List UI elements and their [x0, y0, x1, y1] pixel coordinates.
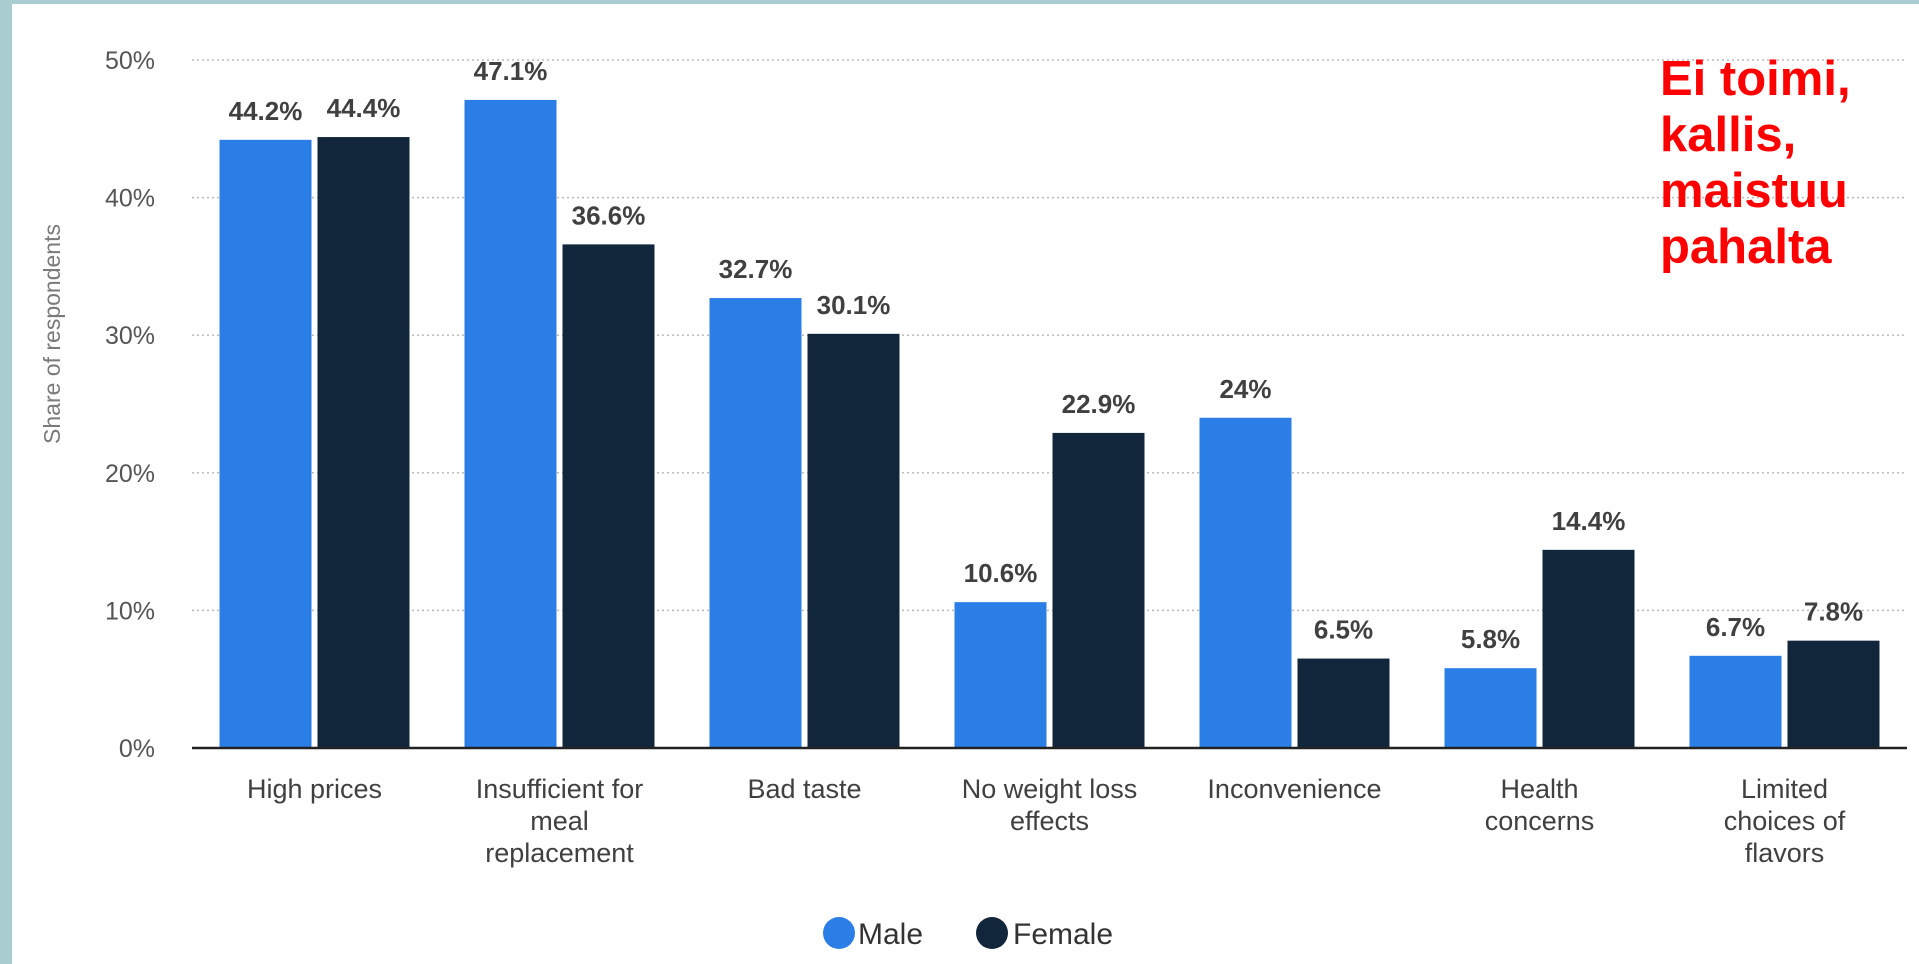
- bar-male: [954, 602, 1047, 748]
- y-tick-label: 40%: [105, 185, 155, 213]
- y-tick-label: 30%: [105, 322, 155, 350]
- category-label: Bad taste: [747, 774, 861, 804]
- category-label: Inconvenience: [1207, 774, 1381, 804]
- bar-male: [709, 298, 802, 748]
- annotation-line: kallis,: [1660, 107, 1797, 162]
- bar-male: [1689, 655, 1782, 748]
- category-label: meal: [530, 806, 589, 836]
- annotation-line: maistuu: [1660, 163, 1848, 218]
- bar-female: [1052, 432, 1145, 748]
- bar-female: [1297, 658, 1390, 748]
- category-label: effects: [1010, 806, 1089, 836]
- data-label: 5.8%: [1461, 624, 1520, 654]
- annotation-text: Ei toimi, kallis, maistuu pahalta: [1660, 52, 1910, 275]
- bar-male: [1444, 668, 1537, 748]
- legend-label: Male: [858, 918, 923, 951]
- category-label: Insufficient for: [476, 774, 644, 804]
- category-label: No weight loss: [962, 774, 1138, 804]
- bar-female: [317, 137, 410, 748]
- bar-female: [1542, 549, 1635, 748]
- y-tick-label: 10%: [105, 597, 155, 625]
- y-tick-label: 0%: [119, 735, 155, 763]
- data-label: 24%: [1219, 374, 1271, 404]
- category-label: Limited: [1741, 774, 1828, 804]
- category-label: replacement: [485, 838, 634, 868]
- bar-female: [562, 244, 655, 748]
- data-label: 36.6%: [572, 200, 646, 230]
- bar-male: [464, 99, 557, 749]
- y-axis-title: Share of respondents: [39, 224, 65, 444]
- data-label: 30.1%: [817, 290, 891, 320]
- data-label: 10.6%: [964, 558, 1038, 588]
- data-label: 6.5%: [1314, 615, 1373, 645]
- legend-marker: [976, 917, 1008, 949]
- bar-male: [219, 139, 312, 749]
- data-label: 47.1%: [474, 56, 548, 86]
- bar-male: [1199, 417, 1292, 748]
- bar-female: [1787, 640, 1880, 748]
- bar-chart: 0% 10% 20% 30% 40% 50% Share of respondents 44.…: [39, 47, 1907, 951]
- data-label: 6.7%: [1706, 612, 1765, 642]
- data-label: 44.2%: [229, 96, 303, 126]
- chart-panel: 0% 10% 20% 30% 40% 50% Share of respondents 44.…: [12, 4, 1919, 964]
- data-label: 14.4%: [1552, 506, 1626, 536]
- data-label: 32.7%: [719, 254, 793, 284]
- category-label: Health: [1500, 774, 1578, 804]
- data-label: 7.8%: [1804, 597, 1863, 627]
- annotation-line: Ei toimi,: [1660, 52, 1851, 106]
- category-label: choices of: [1724, 806, 1846, 836]
- y-tick-label: 50%: [105, 47, 155, 75]
- bar-female: [807, 333, 900, 748]
- category-label: flavors: [1745, 838, 1825, 868]
- annotation-line: pahalta: [1660, 219, 1832, 274]
- category-label: concerns: [1485, 806, 1595, 836]
- legend-label: Female: [1013, 918, 1113, 951]
- category-label: High prices: [247, 774, 382, 804]
- legend-marker: [823, 917, 855, 949]
- data-label: 44.4%: [327, 93, 401, 123]
- y-tick-label: 20%: [105, 460, 155, 488]
- data-label: 22.9%: [1062, 389, 1136, 419]
